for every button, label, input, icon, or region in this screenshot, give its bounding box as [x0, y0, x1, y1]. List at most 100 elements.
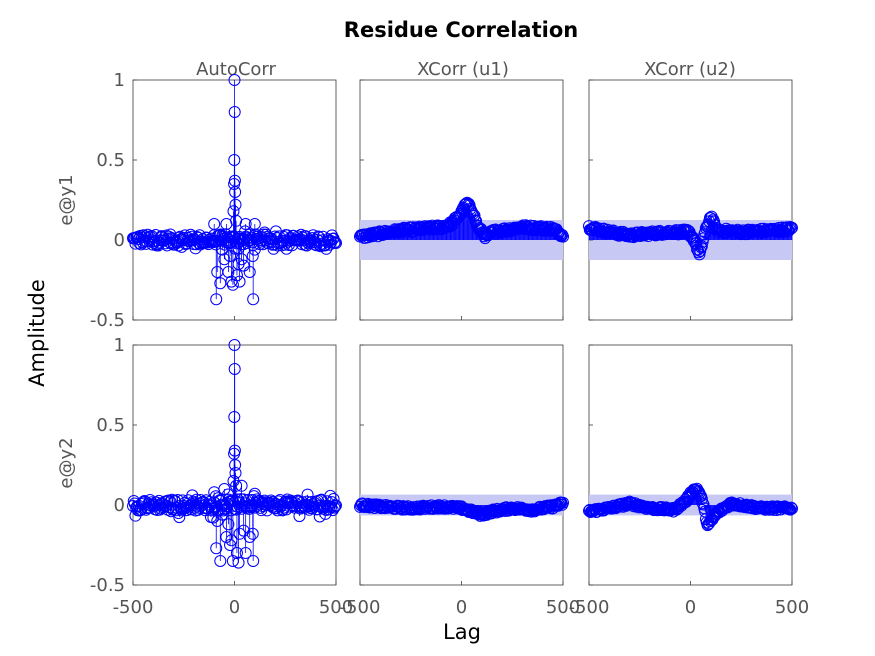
- data-point-spike: [228, 178, 241, 190]
- panel-r1-c1: -0.5 0 0.5 1: [90, 70, 342, 331]
- data-point: [468, 209, 481, 222]
- data-point-spike: [229, 198, 242, 211]
- data-point: [320, 242, 333, 255]
- data-point-spike: [210, 293, 223, 306]
- x-tick-label: -500: [569, 597, 610, 618]
- data-point: [187, 497, 200, 510]
- data-point-spike: [228, 154, 241, 166]
- x-tick-label: 500: [775, 597, 809, 618]
- y-tick-label: 1: [114, 70, 125, 91]
- data-point: [777, 224, 790, 237]
- y-tick-label: 0: [114, 495, 125, 516]
- data-point: [313, 510, 326, 523]
- data-point-spike: [230, 479, 243, 492]
- data-point: [704, 212, 717, 225]
- data-point-spike: [220, 218, 233, 230]
- data-point: [557, 496, 569, 509]
- panel-r1-c2: [354, 79, 569, 321]
- data-point-spike: [210, 542, 223, 555]
- y-tick-label: 0.5: [96, 415, 125, 436]
- data-point-spike: [228, 74, 241, 86]
- data-point: [781, 501, 794, 514]
- data-point-spike: [211, 266, 224, 278]
- y-tick-label: -0.5: [90, 310, 125, 331]
- data-point-spike: [230, 547, 243, 559]
- data-point-spike: [214, 277, 227, 290]
- data-point: [786, 502, 798, 515]
- data-point-spike: [237, 524, 250, 537]
- data-point: [330, 499, 342, 512]
- data-point-spike: [218, 253, 231, 266]
- data-point: [301, 488, 314, 501]
- data-point-spike: [229, 467, 242, 479]
- data-point: [329, 500, 342, 513]
- marker-series: [354, 196, 569, 245]
- axes-box: [359, 344, 564, 586]
- data-point-spike: [214, 555, 227, 567]
- row-label-e-y2: e@y2: [56, 437, 77, 488]
- data-point-spike: [224, 539, 237, 551]
- data-point-spike: [235, 253, 248, 266]
- data-point-spike: [229, 459, 242, 471]
- data-point: [330, 237, 342, 250]
- data-point-spike: [239, 218, 252, 230]
- x-tick-label: 0: [685, 597, 696, 618]
- x-tick-label: 0: [456, 597, 467, 618]
- panel-r2-c3: -500 0 500: [569, 344, 809, 618]
- data-point-spike: [228, 363, 241, 375]
- data-point: [293, 510, 306, 523]
- data-point-spike: [246, 527, 259, 540]
- data-point: [328, 501, 341, 514]
- x-axis-label: Lag: [443, 620, 481, 644]
- x-tick-label: 0: [229, 597, 240, 618]
- data-point-spike: [211, 515, 224, 527]
- marker-series: [127, 74, 342, 306]
- data-point-spike: [247, 555, 260, 567]
- x-tick-label: -500: [340, 597, 381, 618]
- data-point-spike: [224, 250, 237, 262]
- data-point-spike: [208, 218, 221, 230]
- data-point: [695, 240, 708, 253]
- data-point-spike: [243, 266, 256, 278]
- data-point: [325, 496, 338, 509]
- data-point-spike: [232, 556, 245, 569]
- data-point: [462, 197, 475, 210]
- x-tick-label: 500: [319, 597, 353, 618]
- data-point-spike: [228, 339, 241, 351]
- data-point-spike: [216, 243, 229, 256]
- y-tick-label: -0.5: [90, 575, 125, 596]
- data-point-spike: [237, 259, 250, 272]
- row-label-e-y1: e@y1: [56, 174, 77, 225]
- data-point: [784, 220, 797, 233]
- y-tick-label: 1: [114, 335, 125, 356]
- y-axis-label: Amplitude: [25, 279, 49, 387]
- data-point: [323, 238, 336, 251]
- panel-r1-c3: [583, 79, 798, 321]
- data-point: [312, 230, 325, 243]
- data-point: [327, 493, 340, 506]
- data-point-spike: [239, 547, 252, 559]
- x-tick-label: 500: [546, 597, 580, 618]
- data-point-spike: [247, 293, 260, 306]
- axes-box: [588, 79, 793, 321]
- data-point-spike: [248, 218, 261, 230]
- data-point: [164, 495, 177, 508]
- column-title-xcorr-u2: XCorr (u2): [644, 59, 736, 80]
- data-point-spike: [226, 555, 239, 567]
- data-point-spike: [229, 186, 242, 198]
- data-point: [695, 241, 708, 254]
- data-point: [557, 230, 569, 243]
- data-point-spike: [220, 531, 233, 543]
- data-point-spike: [228, 106, 241, 118]
- data-point: [786, 221, 798, 234]
- data-point-spike: [233, 275, 246, 288]
- data-point: [785, 501, 798, 514]
- data-point-spike: [222, 518, 235, 531]
- data-point: [276, 504, 289, 517]
- data-point-spike: [227, 205, 240, 218]
- data-point-spike: [243, 531, 256, 543]
- panel-r2-c2: -500 0 500: [340, 344, 580, 618]
- data-point-spike: [235, 479, 248, 492]
- marker-series: [583, 210, 798, 261]
